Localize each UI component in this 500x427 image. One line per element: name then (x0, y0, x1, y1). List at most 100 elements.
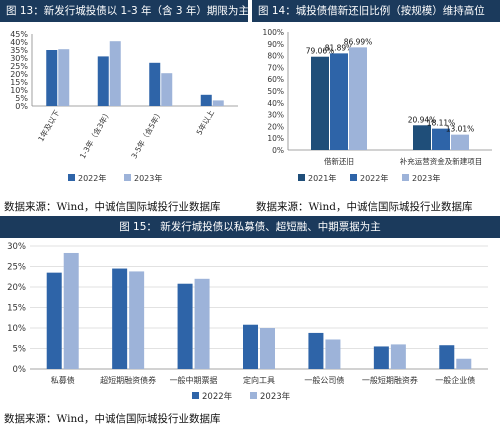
fig15-legend-label: 2023年 (260, 391, 291, 402)
fig13-panel: 图 13：新发行城投债以 1-3 年（含 3 年）期限为主 0% 5% 10% 15%… (0, 0, 248, 195)
fig15-bar-1 (308, 332, 324, 369)
fig13-x-tick-label: 1-3年（含3年） (77, 108, 113, 160)
fig15-bar-1 (439, 345, 455, 369)
fig15-y-tick-label: 30% (7, 242, 26, 252)
fig14-legend-label: 2023年 (412, 173, 440, 183)
fig13-legend-swatch (68, 174, 75, 181)
fig14-data-label: 79.06% (306, 47, 335, 56)
fig15-chart: 0% 5% 10% 15% 20% 25% 30% 私募债 超短期融资债券 一般中期票据 定向工具 一… (7, 242, 488, 402)
fig14-bar-2 (330, 53, 348, 151)
fig15-x-tick-label: 一般企业债 (435, 375, 475, 385)
fig15-y-tick-label: 5% (13, 345, 27, 355)
fig15-x-tick-label: 一般短期融资券 (362, 375, 418, 385)
fig15-bar-2 (260, 328, 275, 369)
fig13-bar-1 (97, 56, 109, 106)
fig14-bar-1 (311, 56, 329, 151)
fig14-y-tick-label: 20% (267, 122, 284, 131)
fig15-bar-2 (456, 358, 472, 369)
fig15-y-tick-label: 15% (7, 304, 26, 314)
fig15-y-tick-label: 20% (7, 283, 26, 293)
fig14-legend-swatch (298, 174, 305, 181)
fig14-y-tick-label: 100% (263, 28, 284, 37)
fig15-bar-1 (373, 346, 389, 369)
fig14-y-tick-label: 50% (267, 87, 284, 96)
fig13-y-tick-label: 0% (15, 102, 28, 111)
fig13-x-tick-label: 3-5年（含5年） (129, 108, 165, 160)
fig15-bar-1 (46, 272, 62, 369)
fig13-bar-2 (161, 73, 173, 106)
fig14-legend-label: 2021年 (308, 173, 336, 183)
fig14-data-label: 81.89% (325, 43, 354, 52)
fig14-bar-3 (451, 134, 469, 150)
fig14-bar-1 (413, 125, 431, 150)
fig13-y-tick-label: 15% (10, 78, 28, 87)
fig13-y-tick-label: 10% (10, 86, 28, 95)
fig14-x-tick-label: 借新还旧 (324, 156, 354, 166)
fig14-y-tick-label: 60% (267, 75, 284, 84)
fig14-y-tick-label: 80% (267, 52, 284, 61)
fig14-y-tick-label: 70% (267, 63, 284, 72)
fig15-y-tick-label: 25% (7, 263, 26, 273)
fig13-legend-label: 2022年 (78, 173, 106, 183)
fig15-bar-1 (243, 324, 258, 369)
fig15-x-tick-label: 超短期融资债券 (100, 375, 156, 385)
fig15-x-tick-label: 一般公司债 (304, 375, 344, 385)
fig14-chart: 0%10%20%30%40%50%60%70%80%90%100%79.06%8… (263, 28, 492, 183)
fig14-data-label: 86.99% (344, 37, 373, 46)
fig13-chart: 0%5%10%15%20%25%30%35%40%45% 1年及以下 1-3年（含3… (10, 30, 238, 183)
fig14-x-tick-label: 补充运营资金及新建项目 (400, 156, 483, 166)
fig14-y-tick-label: 40% (267, 99, 284, 108)
fig13-x-tick-label: 5年以上 (194, 108, 217, 137)
fig14-y-tick-label: 90% (267, 40, 284, 49)
fig15-source: 数据来源：Wind，中诚信国际城投行业数据库 (4, 413, 221, 425)
fig15-x-tick-label: 私募债 (51, 375, 75, 385)
fig15-bar-1 (177, 283, 193, 369)
fig15-legend-swatch (250, 392, 257, 399)
fig15-bar-2 (63, 252, 79, 369)
fig13-source: 数据来源：Wind，中诚信国际城投行业数据库 (4, 201, 221, 213)
fig15-bar-2 (129, 271, 145, 369)
fig14-legend-swatch (402, 174, 409, 181)
fig13-y-tick-label: 20% (10, 70, 28, 79)
fig14-data-label: 20.94% (408, 115, 437, 124)
fig15-legend-label: 2022年 (202, 391, 233, 402)
fig15-bar-2 (194, 278, 210, 369)
fig13-y-tick-label: 5% (15, 94, 28, 103)
fig13-bar-2 (212, 100, 224, 106)
fig14-source: 数据来源：Wind，中诚信国际城投行业数据库 (256, 201, 473, 213)
fig13-bar-2 (109, 41, 121, 107)
fig14-y-tick-label: 0% (272, 146, 284, 155)
fig13-x-tick-label: 1年及以下 (35, 108, 61, 144)
fig13-y-tick-label: 35% (10, 46, 28, 55)
fig13-bar-1 (46, 50, 58, 106)
fig15-title: 图 15： 新发行城投债以私募债、超短融、中期票据为主 (0, 216, 500, 238)
fig14-y-tick-label: 30% (267, 111, 284, 120)
fig13-y-tick-label: 40% (10, 38, 28, 47)
fig15-bar-1 (112, 268, 128, 369)
fig13-bar-1 (200, 94, 212, 106)
fig14-data-label: 18.11% (427, 119, 456, 128)
fig14-legend-label: 2022年 (360, 173, 388, 183)
fig14-data-label: 13.01% (446, 125, 475, 134)
fig14-panel: 图 14：城投债借新还旧比例（按规模）维持高位 0% 10% 20% 30% 40% 50… (252, 0, 500, 195)
fig14-y-tick-label: 10% (267, 134, 284, 143)
fig15-panel: 图 15： 新发行城投债以私募债、超短融、中期票据为主 0% 5% 10% 15% 20… (0, 216, 500, 408)
fig13-y-tick-label: 25% (10, 62, 28, 71)
fig13-title: 图 13：新发行城投债以 1-3 年（含 3 年）期限为主 (0, 0, 248, 22)
fig14-legend-swatch (350, 174, 357, 181)
fig15-x-tick-label: 一般中期票据 (170, 375, 218, 385)
fig15-bar-2 (325, 339, 341, 369)
fig13-y-tick-label: 45% (10, 30, 28, 39)
fig15-bar-2 (390, 344, 406, 369)
fig13-legend-label: 2023年 (134, 173, 162, 183)
fig13-y-tick-label: 30% (10, 54, 28, 63)
fig13-bar-2 (58, 49, 70, 106)
fig15-x-tick-label: 定向工具 (243, 375, 275, 385)
fig14-bar-2 (432, 128, 450, 150)
fig14-title: 图 14：城投债借新还旧比例（按规模）维持高位 (252, 0, 500, 22)
fig14-bar-3 (349, 47, 367, 150)
fig15-y-tick-label: 0% (13, 365, 27, 375)
fig13-legend-swatch (124, 174, 131, 181)
fig15-legend-swatch (192, 392, 199, 399)
fig15-y-tick-label: 10% (7, 324, 26, 334)
